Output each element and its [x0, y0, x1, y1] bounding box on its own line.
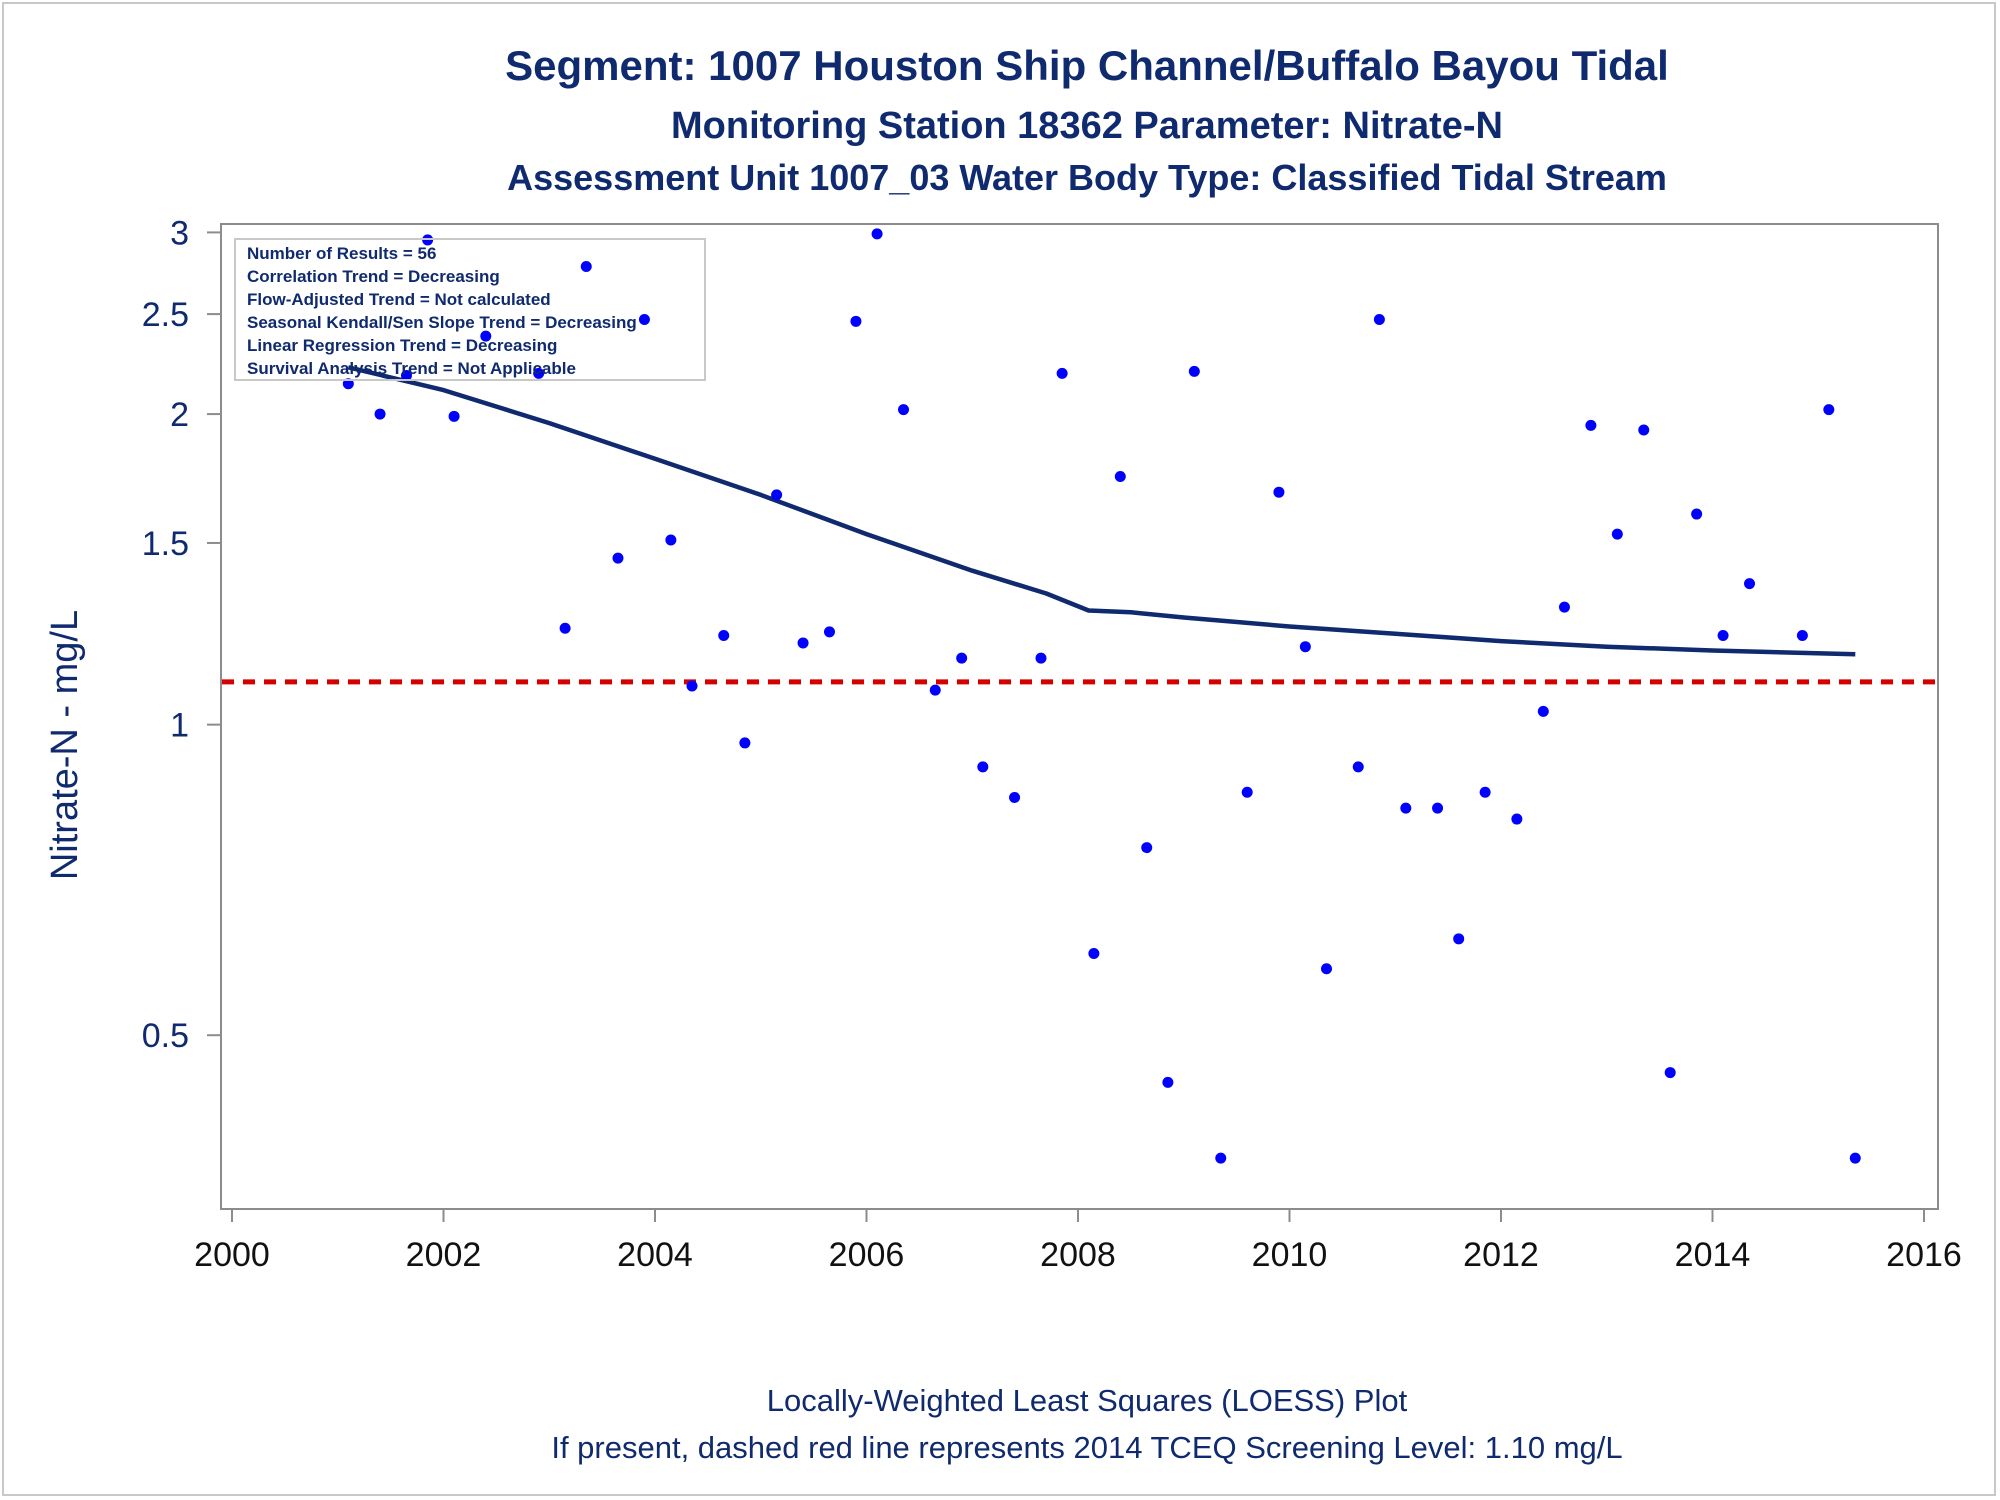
data-point	[956, 652, 968, 664]
trend-summary-line: Seasonal Kendall/Sen Slope Trend = Decre…	[247, 313, 637, 332]
data-point	[1432, 802, 1444, 814]
data-point	[1585, 419, 1597, 431]
x-tick-label: 2008	[1040, 1236, 1116, 1274]
data-point	[1352, 761, 1364, 773]
data-point	[739, 737, 751, 749]
data-point	[929, 684, 941, 696]
data-point	[1162, 1076, 1174, 1088]
data-point	[1664, 1067, 1676, 1079]
y-axis: 0.5 1 1.5 2 2.5 3	[142, 214, 221, 1055]
data-point	[1537, 705, 1549, 717]
y-tick-label: 0.5	[142, 1017, 189, 1055]
data-point	[797, 637, 809, 649]
data-point	[1611, 528, 1623, 540]
trend-summary-border	[234, 238, 706, 381]
x-tick-label: 2016	[1886, 1236, 1962, 1274]
data-point	[1558, 601, 1570, 613]
data-point	[1321, 963, 1333, 975]
loess-layer	[347, 365, 1856, 657]
data-points	[342, 228, 1861, 1164]
data-point	[1691, 508, 1703, 520]
x-tick-label: 2014	[1675, 1236, 1751, 1274]
data-point	[1088, 948, 1100, 960]
data-point	[1717, 630, 1729, 642]
chart-footnote-2: If present, dashed red line represents 2…	[551, 1430, 1622, 1465]
data-point	[977, 761, 989, 773]
x-tick-label: 2000	[194, 1236, 270, 1274]
y-tick-label: 2	[170, 396, 189, 434]
plot-area	[220, 223, 1939, 1210]
trend-summary-line: Correlation Trend = Decreasing	[247, 267, 500, 286]
trend-summary-line: Number of Results = 56	[247, 244, 436, 263]
trend-summary-line: Flow-Adjusted Trend = Not calculated	[247, 290, 551, 309]
data-point	[580, 261, 592, 273]
data-point	[850, 315, 862, 327]
chart-title: Segment: 1007 Houston Ship Channel/Buffa…	[505, 42, 1669, 89]
loess-line	[347, 365, 1856, 657]
data-point	[559, 622, 571, 634]
data-point	[1373, 314, 1385, 326]
data-point	[1479, 786, 1491, 798]
data-point	[1796, 630, 1808, 642]
data-point	[612, 552, 624, 564]
trend-summary-box: Number of Results = 56 Correlation Trend…	[234, 238, 706, 381]
y-tick-label: 1	[170, 707, 189, 745]
data-point	[1114, 470, 1126, 482]
x-tick-label: 2004	[617, 1236, 693, 1274]
data-point	[718, 630, 730, 642]
x-tick-label: 2010	[1252, 1236, 1328, 1274]
data-point	[448, 410, 460, 422]
data-point	[686, 680, 698, 692]
data-point	[480, 330, 492, 342]
x-axis: 2000 2002 2004 2006 2008 2010 2012 2014 2016	[194, 1209, 1962, 1274]
data-point	[665, 534, 677, 546]
data-point	[1823, 404, 1835, 416]
data-point	[1453, 933, 1465, 945]
data-point	[638, 314, 650, 326]
data-point	[1273, 486, 1285, 498]
trend-summary-line: Linear Regression Trend = Decreasing	[247, 336, 557, 355]
data-point	[1035, 652, 1047, 664]
chart-subtitle-2: Assessment Unit 1007_03 Water Body Type:…	[507, 157, 1667, 198]
y-tick-label: 1.5	[142, 525, 189, 563]
data-point	[1638, 424, 1650, 436]
data-point	[1299, 641, 1311, 653]
data-point	[1511, 813, 1523, 825]
data-point	[871, 228, 883, 240]
data-point	[1400, 802, 1412, 814]
y-tick-label: 3	[170, 214, 189, 252]
data-point	[533, 367, 545, 379]
data-point	[374, 408, 386, 420]
data-point	[1141, 842, 1153, 854]
data-point	[898, 404, 910, 416]
y-tick-label: 2.5	[142, 296, 189, 334]
data-point	[1849, 1152, 1861, 1164]
y-axis-label: Nitrate-N - mg/L	[44, 610, 86, 880]
chart-footnote: Locally-Weighted Least Squares (LOESS) P…	[767, 1383, 1408, 1418]
data-point	[1241, 786, 1253, 798]
data-point	[1744, 578, 1756, 590]
data-point	[1056, 367, 1068, 379]
x-tick-label: 2002	[406, 1236, 482, 1274]
data-point	[342, 378, 354, 390]
chart-subtitle: Monitoring Station 18362 Parameter: Nitr…	[671, 105, 1503, 147]
trend-summary-line: Survival Analysis Trend = Not Applicable	[247, 359, 576, 378]
data-point	[1009, 791, 1021, 803]
data-point	[1188, 365, 1200, 377]
x-tick-label: 2012	[1463, 1236, 1539, 1274]
data-point	[771, 489, 783, 501]
data-point	[823, 626, 835, 638]
x-tick-label: 2006	[829, 1236, 905, 1274]
data-point	[1215, 1152, 1227, 1164]
data-point	[400, 369, 412, 381]
